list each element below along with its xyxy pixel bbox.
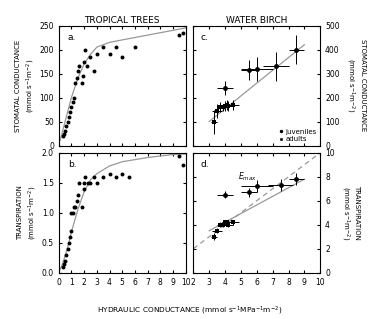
Point xyxy=(68,228,74,233)
Point xyxy=(119,54,125,59)
Point xyxy=(113,174,119,179)
Point xyxy=(66,114,72,119)
Point xyxy=(67,109,73,115)
Point xyxy=(119,171,125,176)
Point xyxy=(80,73,86,78)
Point xyxy=(85,180,91,185)
Point xyxy=(94,180,100,185)
Point xyxy=(125,174,132,179)
Legend: juveniles, adults: juveniles, adults xyxy=(279,129,317,142)
Point xyxy=(88,180,94,185)
Point xyxy=(113,45,119,50)
Point xyxy=(75,69,81,74)
Point xyxy=(82,47,88,52)
Point xyxy=(74,76,80,81)
Point xyxy=(60,264,66,269)
Point xyxy=(180,162,186,167)
Point xyxy=(66,240,72,245)
Y-axis label: STOMATAL CONDUCTANCE
(mmol s$^{-1}$m$^{-2}$): STOMATAL CONDUCTANCE (mmol s$^{-1}$m$^{-… xyxy=(344,40,365,132)
Point xyxy=(132,45,138,50)
Point xyxy=(176,153,182,158)
Point xyxy=(62,258,68,263)
Point xyxy=(91,174,97,179)
Point xyxy=(70,210,76,215)
Point xyxy=(82,174,88,179)
Point xyxy=(88,54,94,59)
Text: HYDRAULIC CONDUCTANCE (mmol s$^{-1}$MPa$^{-1}$m$^{-2}$): HYDRAULIC CONDUCTANCE (mmol s$^{-1}$MPa$… xyxy=(97,305,282,317)
Y-axis label: STOMATAL CONDUCTANCE
(mmol s$^{-1}$m$^{-2}$): STOMATAL CONDUCTANCE (mmol s$^{-1}$m$^{-… xyxy=(15,40,37,132)
Point xyxy=(62,129,68,134)
Text: c.: c. xyxy=(201,33,209,42)
Point xyxy=(76,64,82,69)
Point xyxy=(71,95,77,100)
Point xyxy=(72,204,78,209)
Point xyxy=(64,246,70,251)
Point xyxy=(76,180,82,185)
Point xyxy=(70,100,76,105)
Point xyxy=(81,186,87,191)
Point xyxy=(74,198,80,203)
Title: TROPICAL TREES: TROPICAL TREES xyxy=(85,16,160,25)
Point xyxy=(60,133,66,138)
Point xyxy=(180,30,186,35)
Point xyxy=(78,204,85,209)
Point xyxy=(63,252,69,257)
Point xyxy=(61,261,67,266)
Point xyxy=(71,204,77,209)
Point xyxy=(68,105,74,110)
Point xyxy=(68,210,74,215)
Point xyxy=(64,119,70,124)
Y-axis label: TRANSPIRATION
(mmol s$^{-1}$m$^{-2}$): TRANSPIRATION (mmol s$^{-1}$m$^{-2}$) xyxy=(17,185,39,240)
Text: d.: d. xyxy=(201,160,210,169)
Point xyxy=(94,52,100,57)
Point xyxy=(91,69,97,74)
Point xyxy=(100,174,106,179)
Point xyxy=(61,131,67,136)
Text: $E_{max}$: $E_{max}$ xyxy=(238,171,256,183)
Point xyxy=(81,59,87,64)
Point xyxy=(63,124,69,129)
Point xyxy=(100,45,106,50)
Point xyxy=(106,52,113,57)
Point xyxy=(81,180,87,185)
Y-axis label: TRANSPIRATION
(mmol s$^{-1}$m$^{-2}$): TRANSPIRATION (mmol s$^{-1}$m$^{-2}$) xyxy=(339,185,360,240)
Point xyxy=(84,64,90,69)
Title: WATER BIRCH: WATER BIRCH xyxy=(226,16,287,25)
Text: b.: b. xyxy=(67,160,76,169)
Point xyxy=(106,171,113,176)
Point xyxy=(78,81,85,86)
Point xyxy=(72,81,78,86)
Text: a.: a. xyxy=(67,33,76,42)
Point xyxy=(176,33,182,38)
Point xyxy=(75,192,81,197)
Point xyxy=(67,234,73,239)
